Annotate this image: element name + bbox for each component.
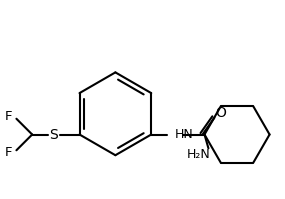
Text: F: F <box>5 110 12 123</box>
Text: F: F <box>5 146 12 159</box>
Text: S: S <box>50 128 58 141</box>
Text: H₂N: H₂N <box>187 148 210 161</box>
Text: O: O <box>215 106 226 120</box>
Text: HN: HN <box>175 128 194 141</box>
